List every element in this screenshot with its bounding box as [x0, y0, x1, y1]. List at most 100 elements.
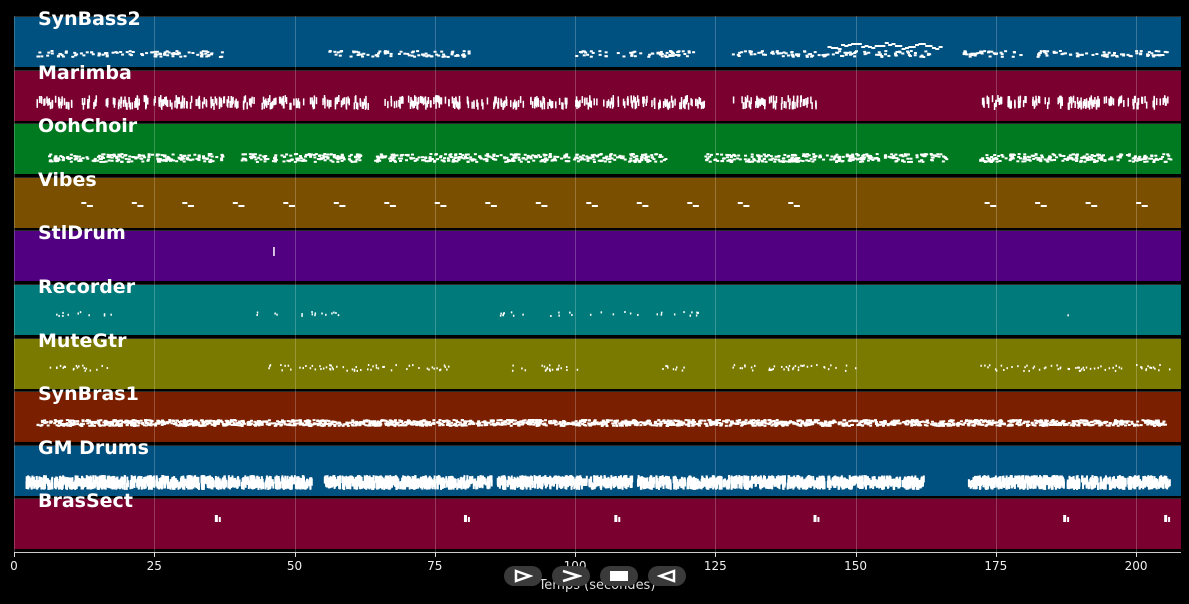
note	[324, 101, 326, 109]
note	[1040, 420, 1044, 423]
note	[1093, 161, 1097, 164]
note	[627, 421, 631, 424]
note	[181, 95, 184, 103]
note	[1026, 425, 1030, 428]
note	[391, 154, 395, 157]
note	[648, 53, 652, 56]
note	[591, 204, 598, 207]
note	[881, 422, 885, 425]
note	[592, 154, 596, 157]
note	[455, 160, 459, 163]
note	[1119, 155, 1123, 158]
note	[430, 422, 434, 425]
note	[1112, 97, 1115, 105]
note	[213, 102, 215, 110]
note	[220, 99, 222, 107]
note	[218, 55, 222, 58]
note	[1027, 158, 1031, 161]
track-recorder[interactable]: Recorder	[14, 276, 1181, 335]
note	[1150, 154, 1154, 157]
note	[101, 153, 105, 156]
note	[589, 157, 593, 160]
note	[90, 51, 94, 54]
note	[612, 99, 615, 107]
note	[156, 158, 160, 161]
note	[1008, 159, 1012, 162]
note	[309, 97, 312, 105]
note	[1068, 154, 1072, 157]
note	[378, 156, 382, 159]
note	[1103, 421, 1107, 424]
note	[47, 482, 50, 490]
track-synbras1[interactable]: SynBras1	[14, 383, 1181, 443]
note	[1147, 51, 1151, 54]
note	[383, 365, 385, 368]
note	[753, 53, 757, 56]
note	[389, 156, 393, 159]
note	[1012, 50, 1016, 53]
note	[490, 420, 494, 423]
track-mutegtr[interactable]: MuteGtr	[14, 330, 1181, 389]
note	[971, 421, 975, 424]
note	[1068, 96, 1071, 104]
note	[502, 156, 506, 159]
note	[495, 421, 499, 424]
note	[210, 423, 214, 426]
note	[1030, 421, 1034, 424]
note	[64, 51, 68, 54]
note	[878, 45, 883, 47]
note	[112, 155, 116, 158]
note	[503, 423, 507, 426]
note	[1110, 54, 1114, 57]
note	[602, 421, 606, 424]
track-stldrum[interactable]: StlDrum	[14, 222, 1181, 282]
track-marimba[interactable]: Marimba	[14, 62, 1181, 121]
note	[589, 55, 593, 58]
note	[543, 101, 546, 109]
note	[1116, 424, 1120, 427]
note	[1135, 52, 1139, 55]
note	[407, 54, 411, 57]
note	[569, 423, 573, 426]
note	[44, 97, 46, 105]
note	[1105, 55, 1109, 58]
note	[406, 367, 408, 370]
note	[281, 481, 284, 489]
note	[937, 155, 941, 158]
note	[715, 419, 719, 422]
note	[292, 420, 296, 423]
note	[781, 160, 785, 163]
note	[291, 419, 295, 422]
note	[263, 99, 266, 107]
note	[931, 47, 936, 49]
note	[359, 99, 362, 107]
note	[322, 367, 325, 370]
note	[250, 99, 252, 107]
note	[400, 157, 404, 160]
note	[289, 102, 291, 110]
track-synbass2[interactable]: SynBass2	[14, 8, 1181, 67]
note	[393, 100, 396, 108]
note	[587, 419, 591, 422]
note	[477, 420, 481, 423]
note	[616, 52, 620, 55]
note	[319, 364, 321, 367]
note	[1011, 420, 1015, 423]
note	[1004, 157, 1008, 160]
note	[907, 54, 911, 57]
note	[913, 424, 917, 427]
note	[48, 155, 52, 158]
note	[65, 419, 69, 422]
note	[94, 99, 96, 107]
note	[544, 424, 548, 427]
note	[891, 43, 896, 45]
note	[1121, 423, 1125, 426]
track-oohchoir[interactable]: OohChoir	[14, 115, 1181, 175]
note	[452, 100, 455, 108]
note	[631, 419, 635, 422]
note	[377, 421, 381, 424]
note	[180, 101, 182, 109]
track-vibes[interactable]: Vibes	[14, 169, 1181, 228]
track-gm-drums[interactable]: GM Drums	[14, 437, 1181, 496]
note	[341, 156, 345, 159]
